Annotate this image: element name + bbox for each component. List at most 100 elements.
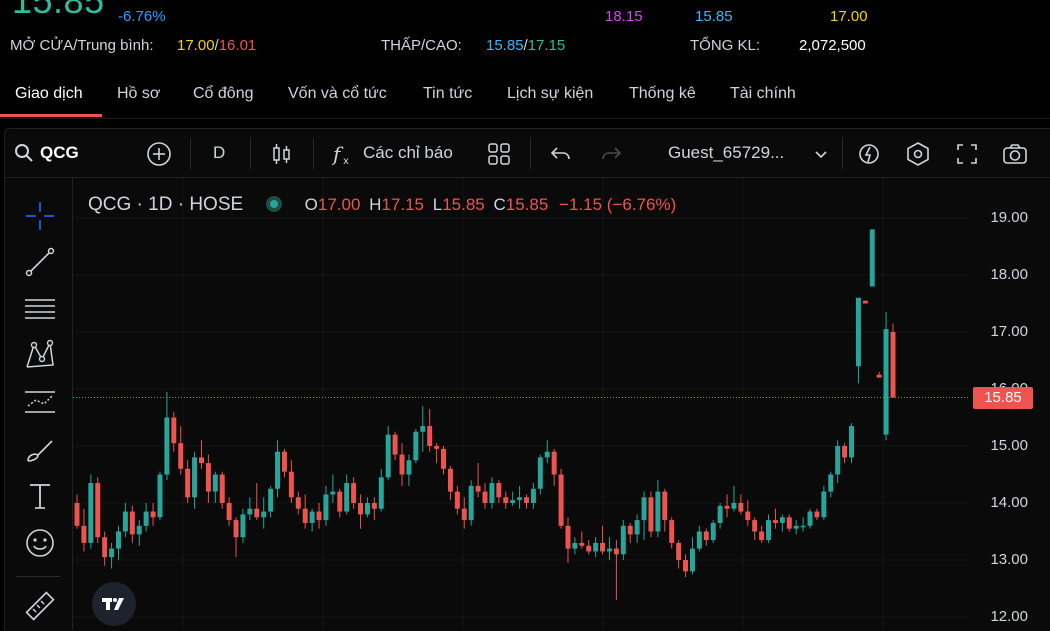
candle-body <box>344 483 350 512</box>
candle <box>766 514 772 543</box>
high-value: 17.15 <box>527 37 566 54</box>
y-tick-label: 12.00 <box>990 608 1028 625</box>
chevron-down-icon[interactable] <box>812 145 830 163</box>
open-avg-values: 17.00/16.01 <box>177 37 257 54</box>
text-tool-icon[interactable] <box>22 478 58 514</box>
candle-body <box>268 488 274 512</box>
candle <box>475 463 481 498</box>
fib-lines-icon[interactable] <box>22 291 58 327</box>
tradingview-logo[interactable] <box>92 582 136 626</box>
tab-co-dong[interactable]: Cổ đông <box>193 85 254 102</box>
camera-icon[interactable] <box>1002 141 1028 167</box>
candle-body <box>164 417 170 475</box>
candle <box>620 520 626 560</box>
candle <box>828 471 834 498</box>
candle-body <box>849 426 854 458</box>
tab-lich-su-kien[interactable]: Lịch sự kiện <box>507 85 594 102</box>
tab-tin-tuc[interactable]: Tin tức <box>423 85 473 102</box>
candle-body <box>392 434 398 455</box>
candle <box>627 522 633 543</box>
candle <box>489 477 495 509</box>
candle-body <box>551 451 557 475</box>
tab-thong-ke[interactable]: Thống kê <box>629 85 696 102</box>
candle-body <box>772 520 778 523</box>
candle <box>793 520 799 535</box>
candle-body <box>620 525 626 555</box>
candle <box>586 540 592 555</box>
candle <box>295 491 301 515</box>
candle-body <box>496 483 502 498</box>
toolbar-divider <box>313 139 314 169</box>
toolbar-divider <box>250 139 251 169</box>
forecast-icon[interactable] <box>22 384 58 420</box>
tradingview-logo-icon <box>102 598 124 610</box>
price-chart[interactable] <box>73 178 1050 630</box>
ruler-icon[interactable] <box>22 588 58 624</box>
tab-ho-so[interactable]: Hồ sơ <box>117 85 161 102</box>
candle <box>544 440 550 464</box>
candlestick-icon[interactable] <box>269 141 295 167</box>
pattern-icon[interactable] <box>22 337 58 373</box>
candle <box>510 491 516 506</box>
y-tick-label: 18.00 <box>990 266 1028 283</box>
candle <box>378 468 384 512</box>
candle <box>731 485 737 512</box>
candle <box>178 426 184 475</box>
candle <box>855 297 861 384</box>
indicators-button[interactable]: Các chỉ báo <box>363 143 453 162</box>
candle <box>254 483 260 521</box>
tab-giao-dich[interactable]: Giao dịch <box>15 85 83 102</box>
candle <box>102 531 108 566</box>
candle-body <box>364 503 370 515</box>
y-tick-label: 13.00 <box>990 551 1028 568</box>
interval-button[interactable]: D <box>213 143 226 162</box>
candle <box>862 300 868 304</box>
y-tick-label: 17.00 <box>990 323 1028 340</box>
candle-body <box>441 448 446 469</box>
candle <box>724 494 730 518</box>
candle-body <box>150 511 156 518</box>
candle-body <box>198 457 204 464</box>
candle <box>641 491 647 541</box>
fullscreen-icon[interactable] <box>954 141 980 167</box>
redo-icon[interactable] <box>598 141 624 167</box>
candle <box>869 229 875 287</box>
trendline-icon[interactable] <box>22 244 58 280</box>
candle <box>337 488 343 518</box>
avg-value: 16.01 <box>218 37 257 54</box>
settings-hex-icon[interactable] <box>905 141 931 167</box>
candle <box>565 517 571 563</box>
candle <box>358 494 364 529</box>
candle <box>261 497 267 529</box>
candle-body <box>109 548 115 558</box>
candle <box>537 454 543 495</box>
tab-von-va-co-tuc[interactable]: Vốn và cổ tức <box>288 85 387 102</box>
open-value: 17.00 <box>177 37 215 54</box>
candle-body <box>703 531 709 541</box>
layout-grid-icon[interactable] <box>486 141 512 167</box>
tab-bar: Giao dịch Hồ sơ Cổ đông Vốn và cổ tức Ti… <box>0 76 1050 116</box>
candle-body <box>254 508 260 518</box>
candle <box>482 483 488 509</box>
emoji-icon[interactable] <box>22 525 58 561</box>
toolbar-divider <box>530 139 531 169</box>
brush-icon[interactable] <box>22 431 58 467</box>
candle-body <box>510 500 516 503</box>
tab-tai-chinh[interactable]: Tài chính <box>730 85 796 102</box>
function-icon[interactable]: f x <box>330 141 356 167</box>
candle-body <box>454 491 460 509</box>
crosshair-icon[interactable] <box>22 198 58 234</box>
symbol-search[interactable]: QCG <box>40 143 79 162</box>
legend-c-key: C <box>493 195 506 214</box>
tool-divider <box>16 576 60 577</box>
add-symbol-icon[interactable] <box>146 141 172 167</box>
candle-body <box>862 300 868 304</box>
user-menu[interactable]: Guest_65729... <box>668 143 785 162</box>
candle <box>275 440 281 498</box>
candle <box>572 537 578 555</box>
volume-value: 2,072,500 <box>799 37 866 54</box>
undo-icon[interactable] <box>548 141 574 167</box>
search-icon[interactable] <box>14 143 34 163</box>
alert-clock-icon[interactable] <box>856 141 882 167</box>
candle <box>600 525 606 555</box>
